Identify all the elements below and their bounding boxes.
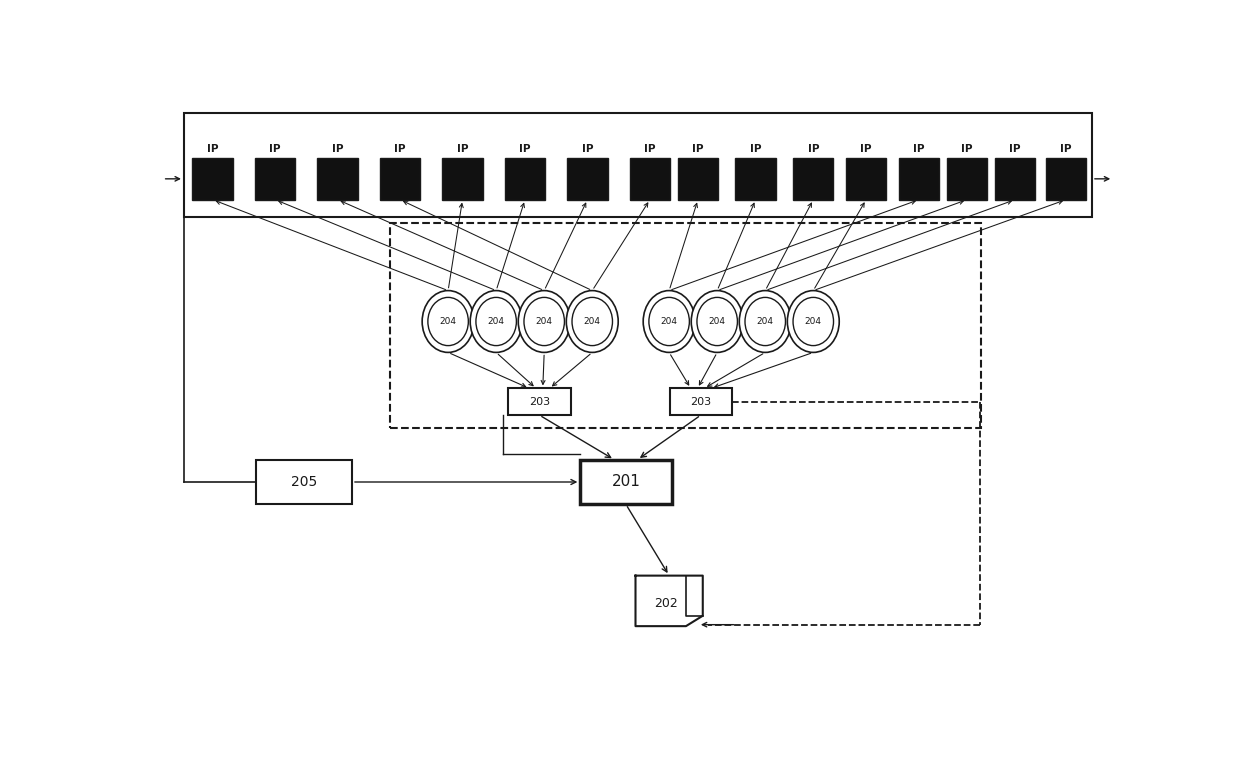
Ellipse shape xyxy=(567,290,619,352)
Bar xyxy=(899,158,939,200)
Bar xyxy=(670,388,732,415)
Ellipse shape xyxy=(525,297,564,346)
Text: 203: 203 xyxy=(528,397,551,407)
Text: 203: 203 xyxy=(691,397,712,407)
Ellipse shape xyxy=(697,297,738,346)
Bar xyxy=(567,158,608,200)
Bar xyxy=(192,158,233,200)
Ellipse shape xyxy=(572,297,613,346)
Text: 204: 204 xyxy=(805,317,822,326)
Bar xyxy=(508,388,570,415)
Text: IP: IP xyxy=(582,144,593,154)
Ellipse shape xyxy=(691,290,743,352)
Bar xyxy=(947,158,987,200)
Ellipse shape xyxy=(476,297,516,346)
Text: IP: IP xyxy=(520,144,531,154)
Bar xyxy=(630,158,670,200)
Ellipse shape xyxy=(745,297,785,346)
Ellipse shape xyxy=(794,297,833,346)
Text: 204: 204 xyxy=(709,317,725,326)
Text: 201: 201 xyxy=(611,475,640,489)
Bar xyxy=(317,158,358,200)
Text: IP: IP xyxy=(269,144,281,154)
Text: IP: IP xyxy=(644,144,656,154)
Text: IP: IP xyxy=(861,144,872,154)
Text: 204: 204 xyxy=(440,317,456,326)
Bar xyxy=(735,158,776,200)
Text: 204: 204 xyxy=(584,317,600,326)
Ellipse shape xyxy=(787,290,839,352)
Bar xyxy=(379,158,420,200)
Text: 204: 204 xyxy=(661,317,677,326)
Text: IP: IP xyxy=(332,144,343,154)
Text: IP: IP xyxy=(961,144,973,154)
Text: IP: IP xyxy=(692,144,704,154)
Ellipse shape xyxy=(470,290,522,352)
Text: IP: IP xyxy=(394,144,405,154)
Bar xyxy=(255,459,352,504)
Text: 205: 205 xyxy=(291,475,317,489)
Text: IP: IP xyxy=(807,144,820,154)
Text: IP: IP xyxy=(750,144,761,154)
Bar xyxy=(443,158,482,200)
Ellipse shape xyxy=(422,290,474,352)
Bar xyxy=(505,158,546,200)
Text: IP: IP xyxy=(456,144,469,154)
Bar xyxy=(255,158,295,200)
Polygon shape xyxy=(635,576,703,626)
Ellipse shape xyxy=(428,297,469,346)
Text: 204: 204 xyxy=(487,317,505,326)
Ellipse shape xyxy=(644,290,696,352)
Text: 204: 204 xyxy=(756,317,774,326)
Text: 204: 204 xyxy=(536,317,553,326)
Bar xyxy=(678,158,718,200)
Text: IP: IP xyxy=(1060,144,1071,154)
Text: IP: IP xyxy=(1009,144,1021,154)
Bar xyxy=(184,113,1092,218)
Bar xyxy=(580,459,672,504)
Bar xyxy=(794,158,833,200)
Bar xyxy=(391,223,982,428)
Ellipse shape xyxy=(649,297,689,346)
Text: IP: IP xyxy=(207,144,218,154)
Bar xyxy=(994,158,1035,200)
Text: 202: 202 xyxy=(653,598,677,611)
Text: IP: IP xyxy=(913,144,925,154)
Ellipse shape xyxy=(518,290,570,352)
Bar xyxy=(1045,158,1086,200)
Bar xyxy=(846,158,887,200)
Ellipse shape xyxy=(739,290,791,352)
